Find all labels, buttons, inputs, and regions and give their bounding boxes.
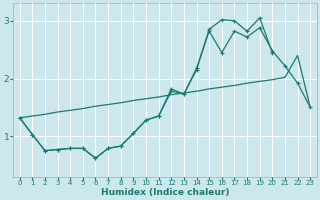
X-axis label: Humidex (Indice chaleur): Humidex (Indice chaleur)	[101, 188, 229, 197]
